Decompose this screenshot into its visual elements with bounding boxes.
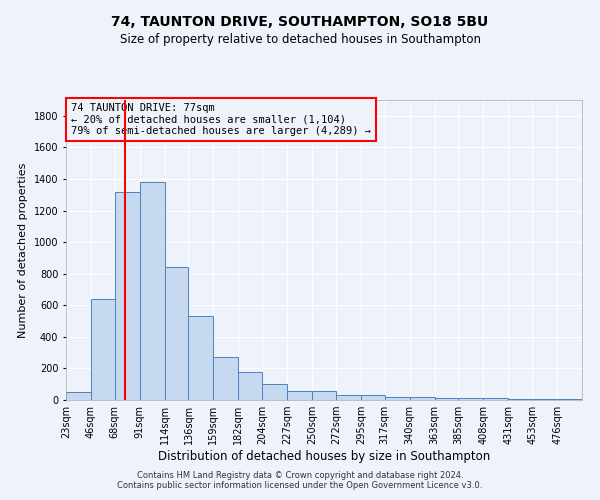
- Bar: [385, 397, 410, 400]
- Bar: [434, 398, 458, 400]
- Text: Size of property relative to detached houses in Southampton: Size of property relative to detached ho…: [119, 32, 481, 46]
- Bar: [336, 396, 361, 400]
- X-axis label: Distribution of detached houses by size in Southampton: Distribution of detached houses by size …: [158, 450, 490, 463]
- Bar: [140, 182, 164, 400]
- Text: 74, TAUNTON DRIVE, SOUTHAMPTON, SO18 5BU: 74, TAUNTON DRIVE, SOUTHAMPTON, SO18 5BU: [112, 15, 488, 29]
- Bar: [484, 398, 508, 400]
- Bar: [458, 398, 484, 400]
- Bar: [214, 358, 238, 400]
- Bar: [164, 268, 188, 400]
- Bar: [508, 399, 532, 400]
- Text: Contains HM Land Registry data © Crown copyright and database right 2024.
Contai: Contains HM Land Registry data © Crown c…: [118, 470, 482, 490]
- Bar: [287, 390, 312, 400]
- Text: 74 TAUNTON DRIVE: 77sqm
← 20% of detached houses are smaller (1,104)
79% of semi: 74 TAUNTON DRIVE: 77sqm ← 20% of detache…: [71, 103, 371, 136]
- Bar: [188, 316, 214, 400]
- Bar: [410, 397, 434, 400]
- Bar: [115, 192, 140, 400]
- Bar: [91, 299, 115, 400]
- Bar: [262, 384, 287, 400]
- Bar: [238, 372, 262, 400]
- Bar: [532, 399, 557, 400]
- Bar: [66, 392, 91, 400]
- Y-axis label: Number of detached properties: Number of detached properties: [18, 162, 28, 338]
- Bar: [312, 390, 336, 400]
- Bar: [361, 396, 385, 400]
- Bar: [557, 399, 582, 400]
